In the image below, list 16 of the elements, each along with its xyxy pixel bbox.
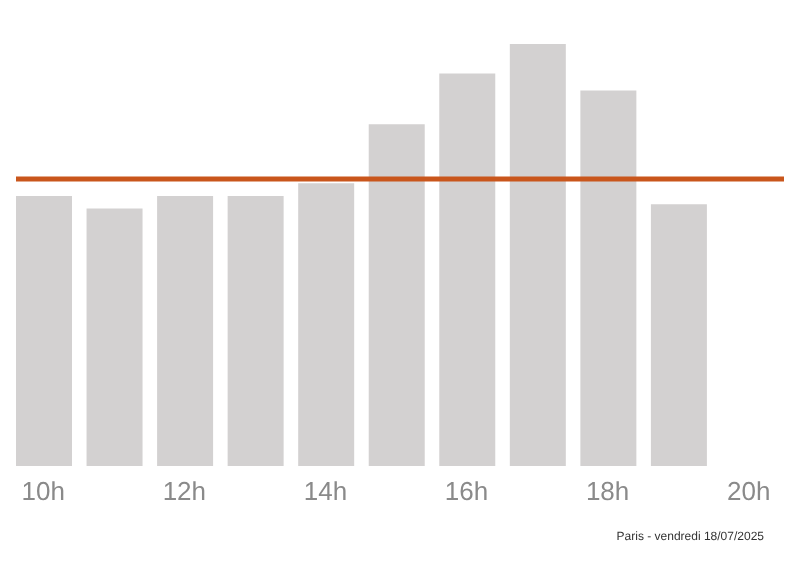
bar (16, 195, 72, 466)
bar (227, 195, 284, 466)
x-tick-label: 10h (21, 476, 65, 507)
bar (650, 204, 707, 466)
x-tick-label: 20h (727, 476, 771, 507)
bar (368, 124, 425, 466)
bar (509, 44, 566, 466)
x-tick-label: 12h (162, 476, 207, 507)
bar (580, 90, 637, 466)
x-tick-label: 18h (585, 476, 630, 507)
bar (86, 208, 143, 466)
bar (157, 195, 214, 466)
x-tick-label: 16h (444, 476, 489, 507)
bar (439, 73, 496, 466)
x-tick-label: 14h (303, 476, 348, 507)
bar (298, 183, 355, 466)
